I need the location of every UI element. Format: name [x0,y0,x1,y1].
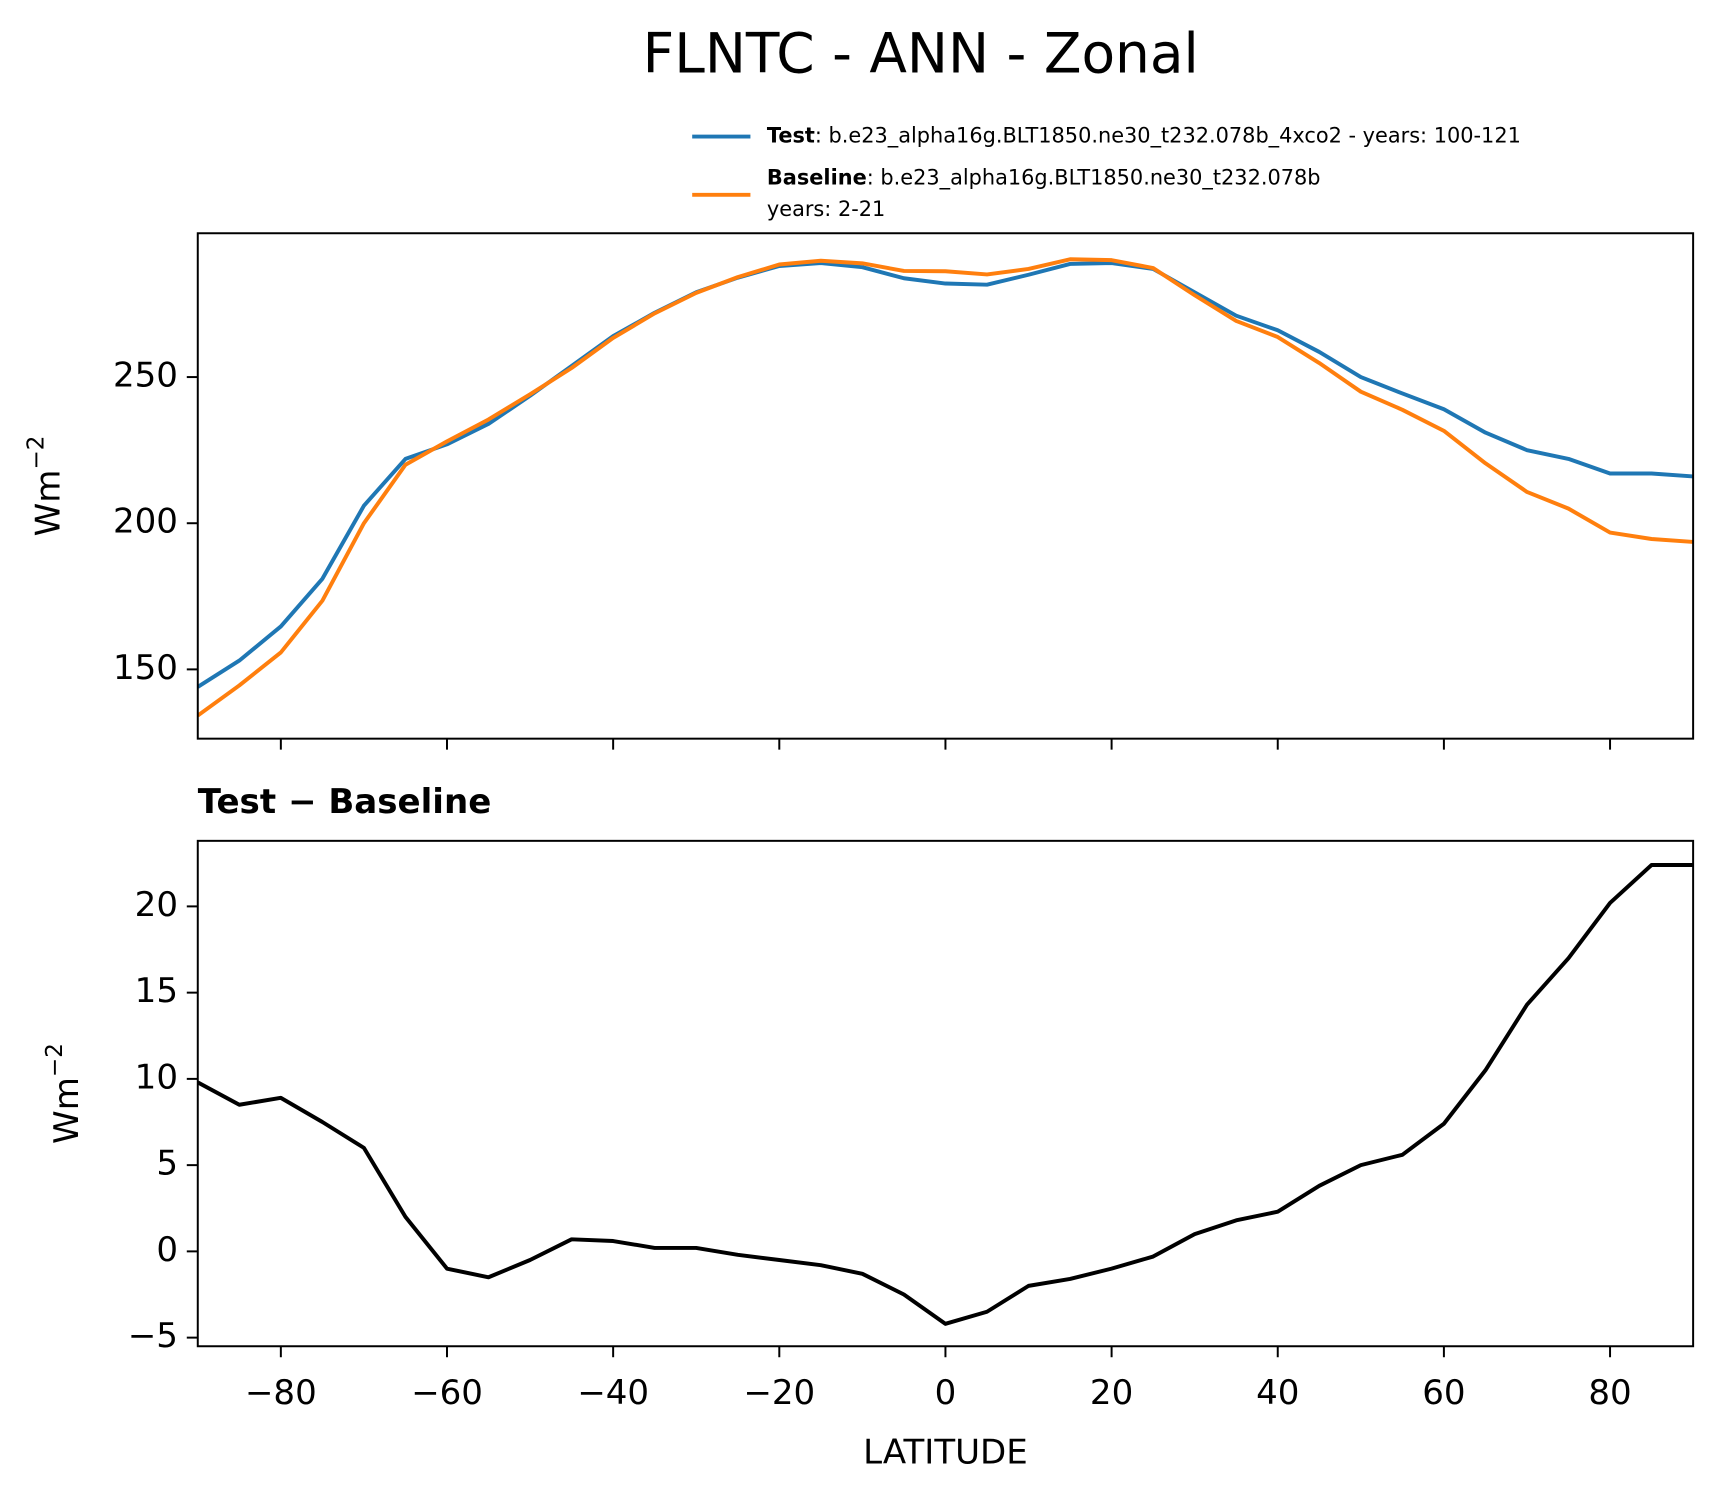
x-tick-label: −40 [577,1373,649,1413]
legend-entry: Baseline: b.e23_alpha16g.BLT1850.ne30_t2… [767,165,1321,190]
legend-description: : b.e23_alpha16g.BLT1850.ne30_t232.078b [867,165,1321,190]
legend-description: : b.e23_alpha16g.BLT1850.ne30_t232.078b_… [815,124,1521,149]
y-tick-label: 20 [135,885,178,925]
panel-title: Test − Baseline [198,782,492,822]
y-tick-label: 5 [156,1144,178,1184]
x-tick-label: 20 [1090,1373,1133,1413]
legend-description: years: 2-21 [767,197,885,221]
figure-title: FLNTC - ANN - Zonal [643,22,1199,86]
y-label-base: Wm [28,470,68,537]
x-tick-label: −80 [245,1373,317,1413]
y-tick-label: 0 [156,1230,178,1270]
y-tick-label: 200 [113,502,178,542]
y-label-base: Wm [47,1077,87,1144]
data-line [197,261,1694,689]
y-tick-label: 150 [113,648,178,688]
y-label-exponent: −2 [41,1043,67,1077]
x-tick-label: 40 [1256,1373,1299,1413]
x-tick-label: −60 [411,1373,483,1413]
data-line [197,863,1694,1326]
y-axis-label: Wm−2 [23,436,68,537]
legend-name: Test [767,124,815,148]
y-tick-label: 15 [135,971,178,1011]
y-tick-label: 250 [113,356,178,396]
data-line [197,257,1694,718]
x-tick-label: 60 [1422,1373,1465,1413]
x-tick-label: −20 [743,1373,815,1413]
y-tick-label: 10 [135,1057,178,1097]
y-axis-label: Wm−2 [41,1043,86,1144]
x-tick-label: 80 [1588,1373,1631,1413]
legend-entry: Test: b.e23_alpha16g.BLT1850.ne30_t232.0… [767,124,1521,149]
y-label-exponent: −2 [23,436,49,470]
x-axis-label: LATITUDE [863,1432,1028,1472]
legend-name: Baseline [767,165,867,189]
x-tick-label: 0 [935,1373,957,1413]
y-tick-label: −5 [128,1316,178,1356]
